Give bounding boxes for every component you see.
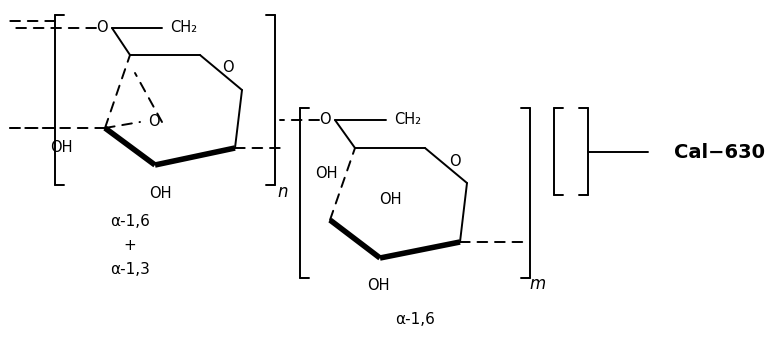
Text: Cal−630: Cal−630: [674, 143, 765, 162]
Text: n: n: [278, 183, 289, 201]
Text: O: O: [319, 113, 331, 127]
Text: OH: OH: [50, 140, 73, 156]
Text: CH₂: CH₂: [394, 113, 422, 127]
Text: O: O: [96, 20, 108, 36]
Text: OH: OH: [315, 166, 338, 180]
Text: m: m: [530, 275, 546, 293]
Text: α-1,6: α-1,6: [395, 312, 435, 328]
Text: OH: OH: [379, 192, 401, 208]
Text: OH: OH: [149, 185, 171, 201]
Text: O: O: [222, 60, 234, 76]
Text: O: O: [449, 155, 461, 169]
Text: +: +: [124, 239, 136, 253]
Text: O: O: [148, 114, 160, 130]
Text: OH: OH: [367, 277, 389, 293]
Text: CH₂: CH₂: [170, 20, 198, 36]
Text: α-1,6: α-1,6: [110, 215, 150, 229]
Text: α-1,3: α-1,3: [110, 263, 150, 277]
